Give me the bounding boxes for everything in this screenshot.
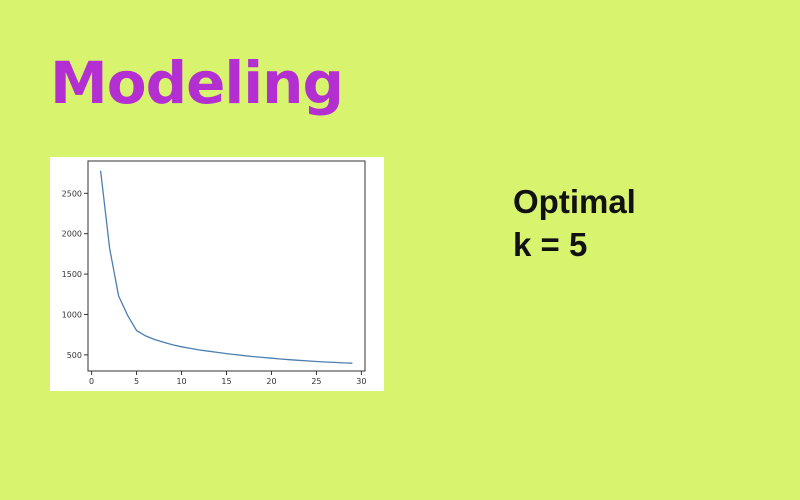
y-tick-label: 500: [67, 351, 82, 360]
x-tick-label: 10: [176, 377, 186, 386]
x-tick-label: 0: [89, 377, 94, 386]
x-tick-label: 15: [221, 377, 231, 386]
optimal-label: Optimal: [513, 183, 636, 220]
y-tick-label: 1500: [62, 270, 82, 279]
elbow-chart-svg: 0 5 10 15 20 25 30 500 1000 1500 2000 2500: [62, 160, 366, 386]
y-tick-label: 2000: [62, 230, 82, 239]
x-tick-label: 20: [266, 377, 276, 386]
y-tick-label: 1000: [62, 310, 82, 319]
optimal-k-note: Optimal k = 5: [513, 180, 636, 266]
series-line: [99, 170, 353, 364]
y-tick-label: 2500: [62, 189, 82, 198]
optimal-k-value: k = 5: [513, 226, 588, 263]
plot-frame: [87, 160, 366, 372]
x-tick-label: 5: [134, 377, 139, 386]
x-tick-label: 25: [311, 377, 321, 386]
elbow-chart: 0 5 10 15 20 25 30 500 1000 1500 2000 2500: [50, 157, 384, 391]
slide-title: Modeling: [50, 49, 344, 117]
x-tick-label: 30: [356, 377, 366, 386]
